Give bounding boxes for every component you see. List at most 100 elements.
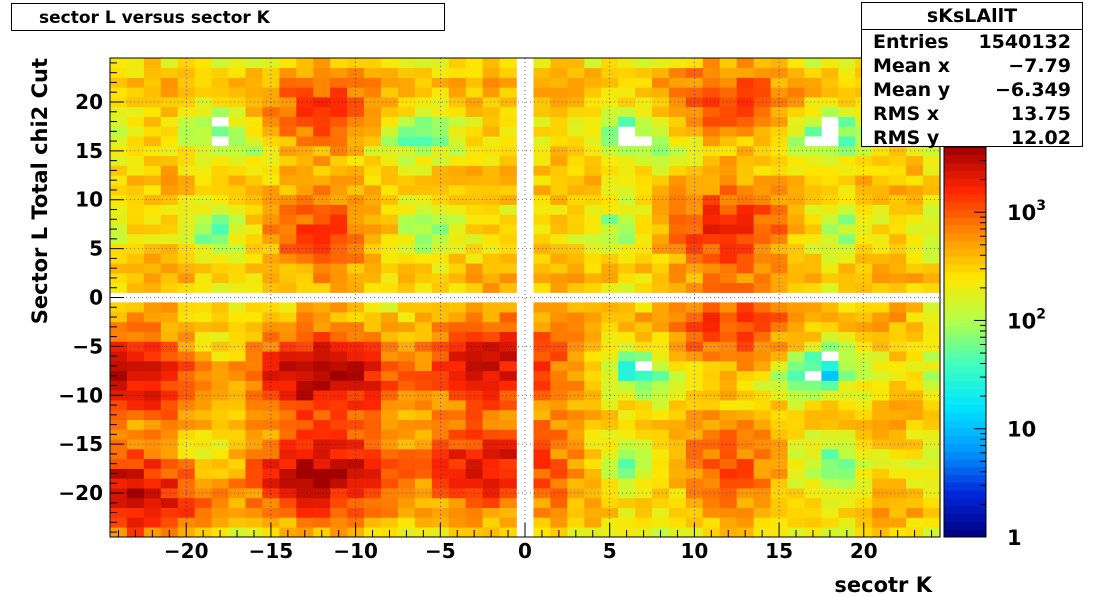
heatmap-cell	[143, 273, 162, 284]
heatmap-cell	[143, 282, 162, 293]
heatmap-cell	[906, 233, 924, 245]
heatmap-cell	[414, 419, 433, 430]
heatmap-cell	[499, 185, 517, 196]
heatmap-cell	[364, 263, 382, 274]
heatmap-cell	[736, 400, 754, 411]
heatmap-cell	[143, 507, 162, 518]
heatmap-cell	[635, 488, 653, 499]
heatmap-cell	[753, 400, 771, 411]
heatmap-cell	[414, 429, 433, 440]
heatmap-cell	[652, 116, 670, 127]
heatmap-cell	[330, 478, 348, 489]
heatmap-cell	[143, 351, 162, 362]
heatmap-cell	[414, 67, 433, 78]
heatmap-cell	[753, 302, 771, 313]
heatmap-cell	[567, 507, 585, 518]
colorbar-segment	[944, 318, 986, 327]
heatmap-cell	[685, 155, 704, 166]
heatmap-cell	[143, 204, 162, 215]
heatmap-cell	[550, 214, 568, 225]
heatmap-cell	[838, 361, 856, 372]
heatmap-cell	[567, 370, 585, 381]
heatmap-cell	[668, 282, 687, 293]
heatmap-cell	[347, 87, 365, 98]
heatmap-cell	[719, 312, 738, 323]
heatmap-cell	[245, 429, 263, 440]
heatmap-cell	[584, 302, 602, 313]
heatmap-cell	[364, 517, 382, 528]
heatmap-cell	[787, 468, 805, 479]
heatmap-cell	[347, 507, 365, 518]
heatmap-cell	[787, 331, 805, 342]
heatmap-cell	[787, 449, 805, 460]
heatmap-cell	[397, 224, 416, 235]
heatmap-cell	[567, 409, 585, 420]
heatmap-cell	[906, 282, 924, 293]
heatmap-cell	[347, 380, 365, 391]
heatmap-cell	[397, 429, 416, 440]
heatmap-cell	[126, 517, 145, 528]
heatmap-cell	[279, 439, 297, 450]
heatmap-cell	[330, 214, 348, 225]
heatmap-cell	[702, 331, 721, 342]
heatmap-cell	[465, 273, 483, 284]
heatmap-cell	[448, 106, 467, 117]
heatmap-cell	[211, 185, 229, 196]
heatmap-cell	[228, 458, 246, 469]
heatmap-cell	[143, 97, 162, 108]
heatmap-cell	[465, 380, 483, 391]
heatmap-cell	[482, 390, 500, 401]
heatmap-cell	[194, 155, 212, 166]
heatmap-cell	[923, 507, 941, 518]
heatmap-cell	[652, 87, 670, 98]
heatmap-cell	[110, 282, 128, 293]
colorbar-segment	[944, 256, 986, 265]
heatmap-cell	[567, 106, 585, 117]
colorbar-segment	[944, 279, 986, 288]
heatmap-cell	[804, 507, 822, 518]
heatmap-cell	[143, 165, 162, 176]
heatmap-cell	[635, 145, 653, 157]
heatmap-cell	[279, 488, 297, 499]
heatmap-cell	[685, 400, 704, 411]
heatmap-cell	[381, 136, 399, 147]
heatmap-cell	[702, 507, 721, 518]
heatmap-cell	[719, 77, 738, 88]
heatmap-cell	[177, 214, 195, 225]
heatmap-cell	[855, 224, 873, 235]
heatmap-cell	[245, 321, 263, 333]
heatmap-cell	[533, 400, 551, 411]
heatmap-cell	[804, 282, 822, 293]
heatmap-cell	[533, 429, 551, 440]
heatmap-cell	[448, 507, 467, 518]
heatmap-cell	[110, 273, 128, 284]
heatmap-cell	[702, 273, 721, 284]
heatmap-cell	[160, 165, 179, 176]
heatmap-cell	[685, 67, 704, 78]
heatmap-cell	[787, 439, 805, 450]
heatmap-cell	[533, 136, 551, 147]
heatmap-cell	[143, 321, 162, 333]
heatmap-cell	[719, 341, 738, 352]
heatmap-cell	[770, 282, 788, 293]
heatmap-cell	[296, 136, 314, 147]
heatmap-cell	[279, 224, 297, 235]
heatmap-cell	[143, 468, 162, 479]
heatmap-cell	[448, 351, 467, 362]
heatmap-cell	[906, 351, 924, 362]
heatmap-cell	[347, 468, 365, 479]
heatmap-cell	[347, 312, 365, 323]
heatmap-cell	[804, 302, 822, 313]
heatmap-cell	[330, 312, 348, 323]
heatmap-cell	[838, 233, 856, 245]
heatmap-cell	[228, 468, 246, 479]
heatmap-cell	[804, 175, 822, 186]
colorbar-frame	[943, 146, 987, 538]
heatmap-cell	[804, 214, 822, 225]
heatmap-cell	[245, 449, 263, 460]
colorbar-segment	[944, 474, 986, 483]
heatmap-cell	[635, 497, 653, 508]
heatmap-cell	[211, 341, 229, 352]
heatmap-cell	[381, 155, 399, 166]
heatmap-cell	[499, 233, 517, 245]
